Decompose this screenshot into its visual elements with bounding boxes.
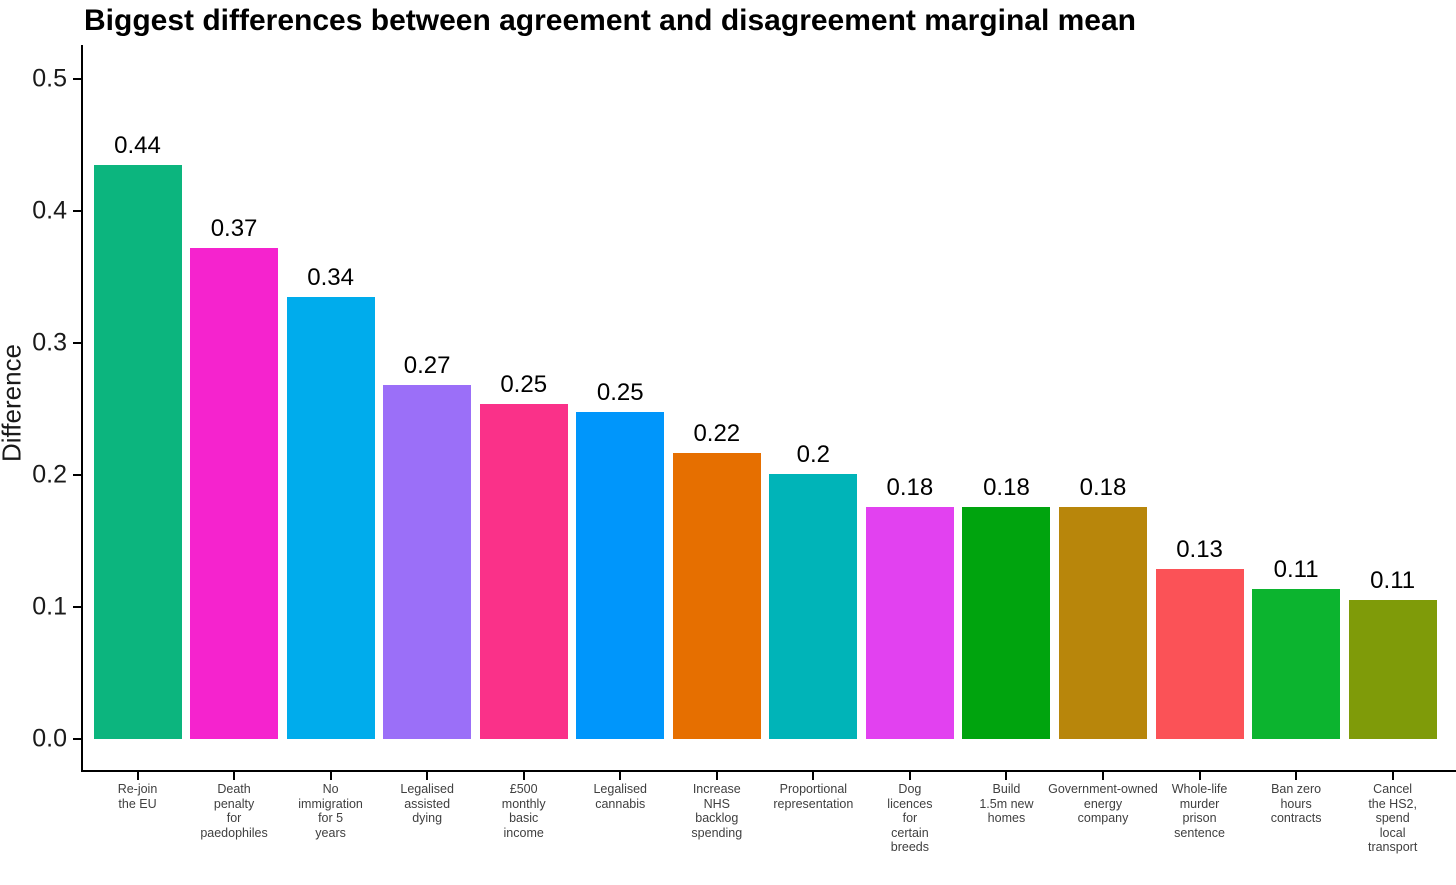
x-tick-label: Ban zero hours contracts	[1270, 782, 1322, 825]
bar-value-label: 0.37	[210, 215, 258, 242]
x-tick-mark	[522, 772, 525, 780]
y-tick-mark	[73, 606, 81, 608]
bar-value-label: 0.25	[500, 371, 548, 398]
x-tick-label: £500 monthly basic income	[501, 782, 546, 840]
y-tick-label: 0.5	[32, 64, 67, 93]
bar	[1252, 589, 1340, 739]
bar	[673, 453, 761, 739]
bar-value-label: 0.11	[1370, 567, 1416, 594]
y-tick-label: 0.2	[32, 460, 67, 489]
y-tick-label: 0.4	[32, 196, 67, 225]
bar	[480, 404, 568, 739]
x-tick-label: Government-owned energy company	[1048, 782, 1158, 825]
x-tick-label: Re-join the EU	[117, 782, 158, 811]
x-tick-mark	[1102, 772, 1104, 780]
bar	[190, 248, 278, 739]
bar	[576, 412, 664, 739]
x-tick-label: Build 1.5m new homes	[979, 782, 1034, 825]
bar-value-label: 0.27	[403, 352, 451, 379]
bar-value-label: 0.13	[1176, 536, 1223, 563]
y-tick-mark	[73, 78, 81, 80]
bar-value-label: 0.25	[596, 379, 644, 406]
bar	[962, 507, 1050, 739]
y-tick-mark	[73, 210, 81, 212]
x-tick-label: Cancel the HS2, spend local transport	[1367, 782, 1418, 854]
bar-value-label: 0.18	[983, 474, 1030, 501]
bar-value-label: 0.2	[796, 441, 831, 468]
bar-value-label: 0.44	[114, 132, 161, 159]
bar	[1349, 600, 1437, 739]
y-tick-mark	[73, 738, 81, 740]
bar-value-label: 0.18	[886, 474, 934, 501]
bar	[866, 507, 954, 739]
bar-value-label: 0.11	[1273, 556, 1319, 583]
x-tick-label: Proportional representation	[773, 782, 854, 811]
bar	[383, 385, 471, 739]
x-tick-label: Increase NHS backlog spending	[691, 782, 743, 840]
x-tick-mark	[426, 772, 429, 780]
y-axis-title: Difference	[0, 343, 27, 463]
x-tick-label: Legalised assisted dying	[400, 782, 454, 825]
bar	[287, 297, 375, 739]
x-tick-label: Legalised cannabis	[593, 782, 647, 811]
y-tick-label: 0.3	[32, 328, 67, 357]
x-tick-mark	[136, 772, 139, 780]
x-tick-mark	[619, 772, 622, 780]
x-tick-mark	[812, 772, 815, 780]
x-tick-mark	[233, 772, 236, 780]
bar-value-label: 0.34	[307, 264, 354, 291]
y-tick-label: 0.0	[32, 724, 67, 753]
bar-value-label: 0.22	[693, 420, 741, 447]
x-tick-mark	[715, 772, 718, 780]
x-tick-label: Dog licences for certain breeds	[887, 782, 933, 854]
y-tick-mark	[73, 342, 81, 344]
x-tick-label: Death penalty for paedophiles	[200, 782, 268, 840]
bar	[1059, 507, 1147, 739]
chart-title: Biggest differences between agreement an…	[84, 4, 1136, 37]
bar-value-label: 0.18	[1079, 474, 1127, 501]
x-axis-line	[81, 770, 1456, 772]
x-tick-mark	[908, 772, 911, 780]
x-tick-mark	[1005, 772, 1008, 780]
x-tick-label: No immigration for 5 years	[298, 782, 363, 840]
x-tick-mark	[1391, 772, 1394, 780]
x-tick-mark	[1198, 772, 1201, 780]
bar	[769, 474, 857, 739]
y-tick-mark	[73, 474, 81, 476]
x-tick-label: Whole-life murder prison sentence	[1171, 782, 1228, 840]
bar	[94, 165, 182, 739]
x-tick-mark	[329, 772, 332, 780]
y-tick-label: 0.1	[32, 592, 67, 621]
y-axis-line	[81, 45, 83, 772]
bar	[1156, 569, 1244, 739]
x-tick-mark	[1295, 772, 1298, 780]
